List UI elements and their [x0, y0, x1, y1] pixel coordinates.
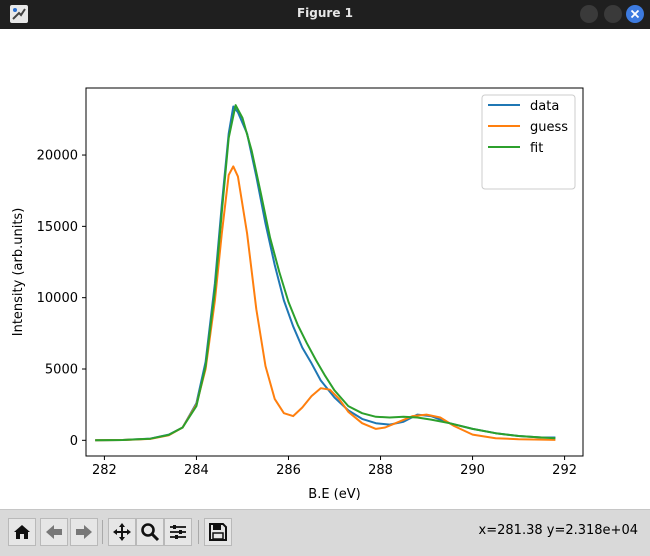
y-tick-label: 5000 — [45, 362, 78, 377]
legend-label-data: data — [530, 99, 559, 114]
app-icon — [10, 5, 28, 23]
toolbar-separator — [102, 520, 103, 544]
navigation-toolbar: x=281.38 y=2.318e+04 — [0, 509, 650, 556]
cursor-coordinates: x=281.38 y=2.318e+04 — [478, 523, 638, 538]
minimize-button[interactable] — [580, 5, 598, 23]
chart: 282 284 286 288 290 292 05000100001500020000 … — [11, 87, 584, 502]
y-tick-label: 20000 — [37, 149, 78, 164]
back-icon — [46, 525, 62, 539]
legend: data guess fit — [481, 94, 576, 190]
y-tick-label: 0 — [70, 434, 78, 449]
x-axis-label: B.E (eV) — [308, 487, 360, 502]
zoom-button[interactable] — [136, 518, 164, 546]
series-line-fit — [95, 104, 556, 442]
maximize-button[interactable] — [604, 5, 622, 23]
forward-icon — [76, 525, 92, 539]
x-tick-label: 288 — [368, 463, 393, 478]
x-tick-label: 282 — [92, 463, 117, 478]
configure-button[interactable] — [164, 518, 192, 546]
y-axis-label: Intensity (arb.units) — [11, 208, 26, 337]
x-tick-label: 286 — [276, 463, 301, 478]
pan-icon — [113, 523, 131, 541]
legend-label-guess: guess — [530, 120, 568, 135]
close-button[interactable] — [626, 5, 644, 23]
save-button[interactable] — [204, 518, 232, 546]
legend-box — [481, 94, 576, 190]
forward-button[interactable] — [70, 518, 98, 546]
home-icon — [14, 525, 30, 539]
back-button[interactable] — [40, 518, 68, 546]
legend-label-fit: fit — [530, 141, 543, 156]
toolbar-separator — [198, 520, 199, 544]
zoom-icon — [141, 523, 160, 542]
figure-canvas[interactable]: 282 284 286 288 290 292 0 5000 10000 15000 20000 … — [0, 29, 650, 509]
close-icon — [630, 9, 640, 19]
y-tick-label: 10000 — [37, 291, 78, 306]
x-tick-label: 284 — [184, 463, 209, 478]
home-button[interactable] — [8, 518, 36, 546]
y-tick-label: 15000 — [37, 220, 78, 235]
configure-icon — [170, 525, 186, 539]
x-tick-label: 290 — [460, 463, 485, 478]
x-tick-label: 292 — [552, 463, 577, 478]
save-icon — [209, 523, 227, 541]
title-bar: Figure 1 — [0, 0, 650, 29]
pan-button[interactable] — [108, 518, 136, 546]
window-title: Figure 1 — [296, 6, 354, 20]
